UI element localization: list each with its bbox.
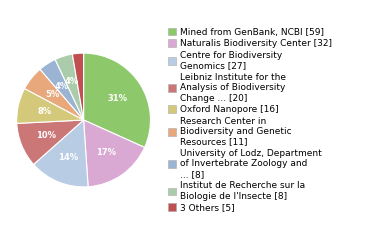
Text: 10%: 10% (36, 131, 57, 140)
Wedge shape (40, 60, 84, 120)
Wedge shape (84, 53, 150, 147)
Wedge shape (25, 69, 84, 120)
Wedge shape (72, 53, 84, 120)
Text: 14%: 14% (59, 153, 78, 162)
Wedge shape (17, 89, 84, 123)
Text: 4%: 4% (55, 82, 69, 91)
Wedge shape (55, 54, 84, 120)
Text: 31%: 31% (107, 94, 127, 103)
Wedge shape (17, 120, 84, 164)
Text: 17%: 17% (97, 148, 117, 157)
Text: 5%: 5% (45, 90, 59, 99)
Wedge shape (33, 120, 88, 187)
Legend: Mined from GenBank, NCBI [59], Naturalis Biodiversity Center [32], Centre for Bi: Mined from GenBank, NCBI [59], Naturalis… (167, 27, 333, 213)
Text: 8%: 8% (37, 107, 52, 116)
Text: 4%: 4% (65, 77, 79, 86)
Wedge shape (84, 120, 145, 187)
